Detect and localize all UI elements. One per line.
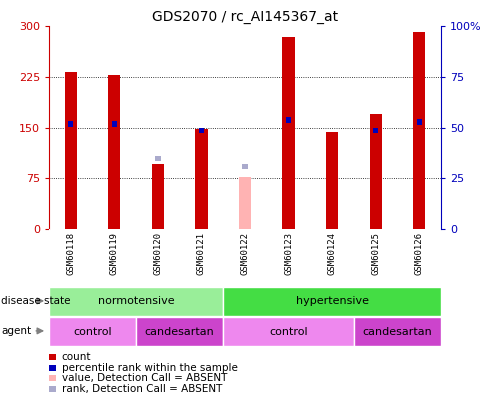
Bar	[326, 132, 338, 229]
Text: hypertensive: hypertensive	[295, 296, 368, 306]
Bar	[354, 317, 441, 346]
Bar	[413, 32, 425, 229]
Bar	[373, 128, 378, 133]
Bar	[369, 114, 382, 229]
Text: GSM60124: GSM60124	[328, 232, 337, 275]
Text: agent: agent	[1, 326, 31, 336]
Bar	[416, 119, 422, 125]
Bar	[286, 117, 291, 123]
Bar	[49, 287, 223, 316]
Bar	[282, 37, 294, 229]
Text: control: control	[269, 327, 308, 337]
Text: GSM60126: GSM60126	[415, 232, 424, 275]
Bar	[243, 164, 247, 169]
Bar	[152, 164, 164, 229]
Text: disease state: disease state	[1, 296, 71, 306]
Bar	[155, 156, 161, 161]
Bar	[49, 317, 136, 346]
Text: GSM60119: GSM60119	[110, 232, 119, 275]
Text: GSM60120: GSM60120	[153, 232, 162, 275]
Bar	[199, 128, 204, 133]
Bar	[223, 317, 354, 346]
Bar	[112, 122, 117, 127]
Text: normotensive: normotensive	[98, 296, 174, 306]
Bar	[65, 72, 77, 229]
Bar	[108, 75, 121, 229]
Text: count: count	[62, 352, 91, 362]
Text: GSM60121: GSM60121	[197, 232, 206, 275]
Bar	[196, 129, 208, 229]
Text: GSM60123: GSM60123	[284, 232, 293, 275]
Text: candesartan: candesartan	[145, 327, 215, 337]
Text: rank, Detection Call = ABSENT: rank, Detection Call = ABSENT	[62, 384, 222, 394]
Text: GSM60122: GSM60122	[241, 232, 249, 275]
Text: GSM60118: GSM60118	[66, 232, 75, 275]
Text: candesartan: candesartan	[363, 327, 432, 337]
Bar	[223, 287, 441, 316]
Title: GDS2070 / rc_AI145367_at: GDS2070 / rc_AI145367_at	[152, 10, 338, 24]
Bar	[136, 317, 223, 346]
Bar	[68, 122, 73, 127]
Text: value, Detection Call = ABSENT: value, Detection Call = ABSENT	[62, 373, 227, 383]
Text: control: control	[73, 327, 112, 337]
Text: GSM60125: GSM60125	[371, 232, 380, 275]
Bar	[239, 177, 251, 229]
Text: percentile rank within the sample: percentile rank within the sample	[62, 363, 238, 373]
